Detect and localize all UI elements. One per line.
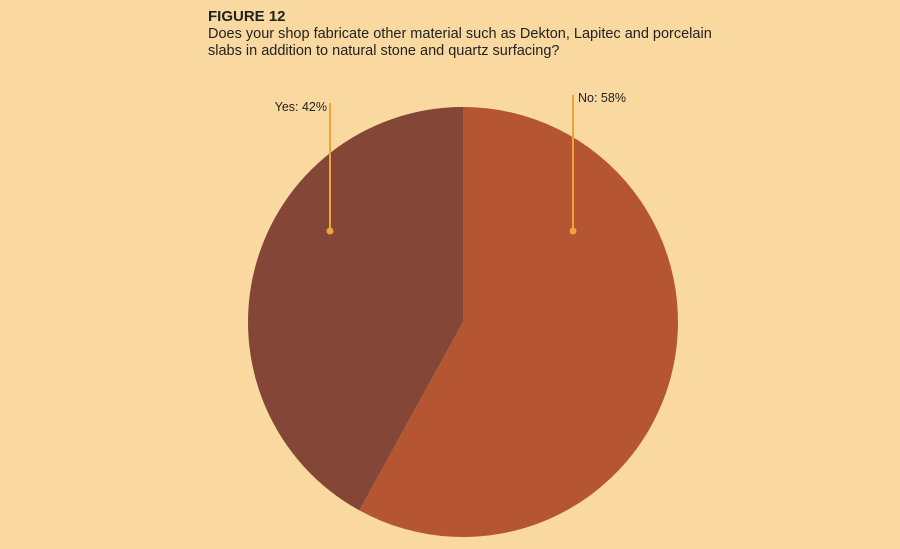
chart-subtitle: Does your shop fabricate other material … — [208, 26, 712, 42]
data-label: Yes: 42% — [275, 100, 327, 114]
pie-slice — [248, 107, 463, 511]
leader-dot — [326, 227, 334, 235]
pie-slice — [359, 107, 678, 537]
chart-subtitle: slabs in addition to natural stone and q… — [208, 43, 559, 59]
leader-dot — [569, 227, 577, 235]
chart-title: FIGURE 12 — [208, 8, 286, 25]
data-label: No: 58% — [578, 91, 626, 105]
